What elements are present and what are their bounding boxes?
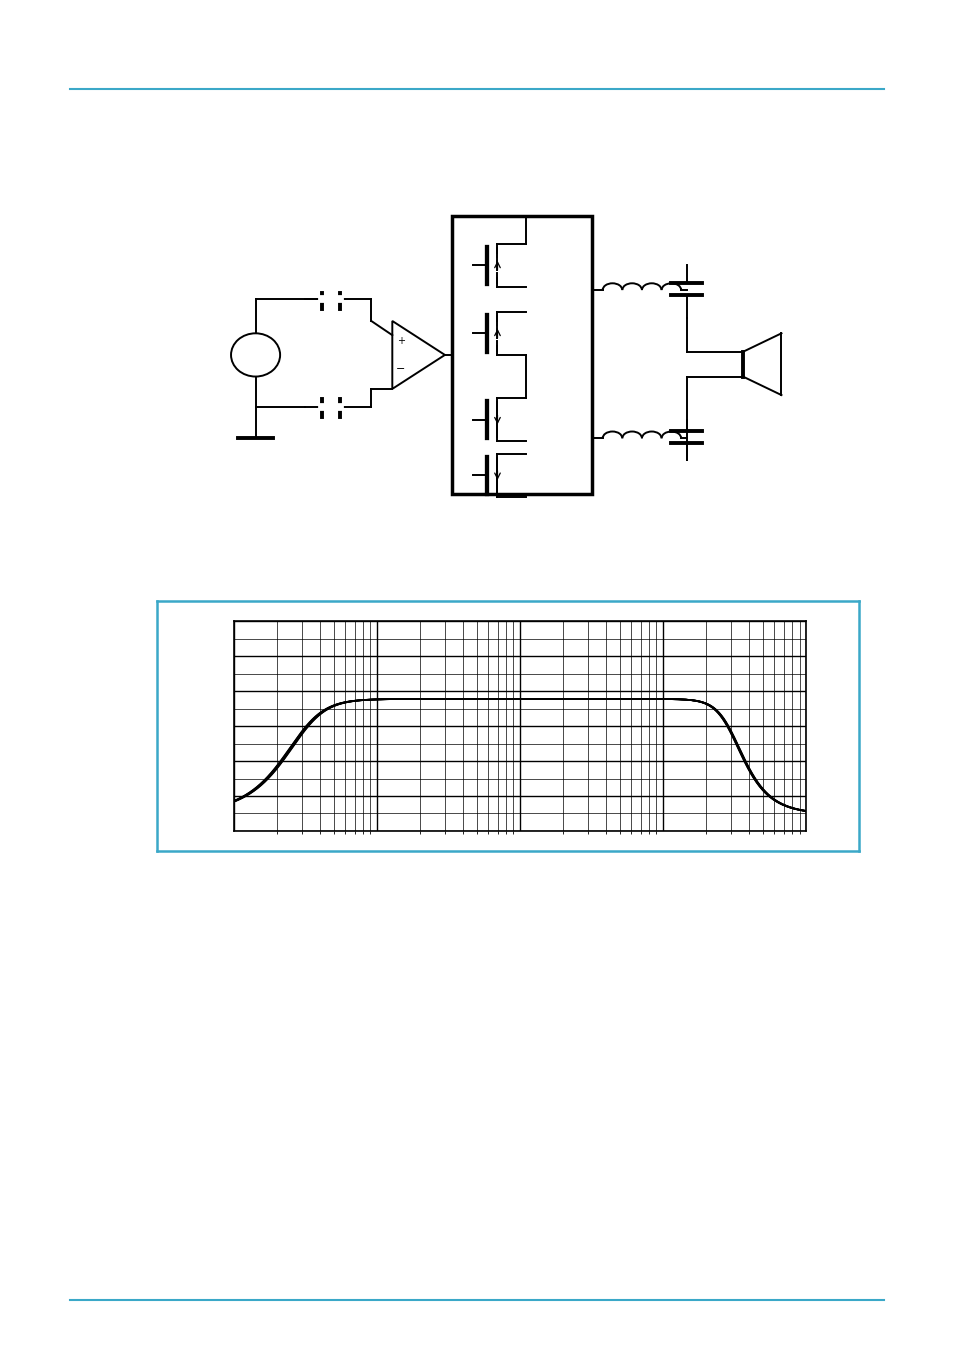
Text: −: − [395,363,405,373]
Bar [452,216,592,494]
Text: +: + [396,336,404,346]
